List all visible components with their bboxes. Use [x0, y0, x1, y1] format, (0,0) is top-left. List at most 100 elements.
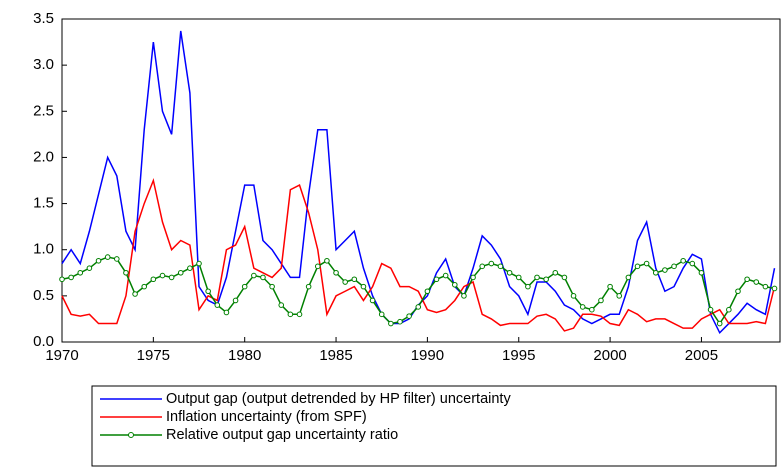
plot-frame [61, 18, 781, 343]
x-tick-label: 1980 [228, 347, 261, 364]
marker [132, 291, 138, 297]
marker [86, 265, 93, 271]
marker [397, 318, 403, 325]
marker [744, 276, 750, 283]
marker [269, 283, 275, 290]
marker [260, 274, 266, 281]
x-tick-label: 2005 [685, 347, 718, 364]
marker [497, 263, 504, 270]
marker [552, 269, 559, 276]
marker [406, 313, 412, 319]
marker [671, 263, 677, 270]
marker [534, 274, 540, 281]
y-tick-label: 2.0 [33, 148, 54, 165]
marker [707, 306, 714, 313]
marker [643, 260, 650, 267]
marker [415, 304, 422, 310]
marker [177, 269, 184, 276]
marker [607, 283, 613, 290]
y-tick-label: 1.5 [33, 195, 54, 212]
marker [141, 283, 148, 290]
marker [716, 320, 723, 327]
marker [634, 263, 641, 270]
marker [771, 285, 778, 292]
marker [570, 293, 577, 299]
marker [579, 304, 586, 310]
marker [351, 276, 358, 283]
marker [589, 306, 595, 313]
marker [159, 272, 166, 279]
marker [433, 276, 440, 283]
marker [104, 254, 111, 260]
marker [598, 297, 604, 304]
marker [77, 269, 84, 276]
x-tick-label: 1975 [137, 347, 170, 364]
x-tick-label: 1990 [411, 347, 444, 364]
marker [241, 283, 248, 290]
marker [735, 288, 741, 295]
marker [662, 267, 668, 273]
y-tick-label: 1.0 [33, 241, 54, 258]
marker [479, 263, 486, 270]
marker [287, 311, 294, 318]
series-line [61, 177, 776, 332]
marker [369, 297, 376, 304]
marker [114, 256, 120, 262]
y-tick-label: 0.0 [33, 333, 54, 350]
marker [59, 276, 65, 283]
y-tick-label: 0.5 [33, 287, 54, 304]
marker [515, 274, 522, 281]
marker [470, 274, 476, 281]
x-tick-label: 2000 [593, 347, 626, 364]
marker [762, 283, 769, 290]
marker [232, 297, 239, 304]
marker [506, 269, 513, 276]
marker [342, 279, 348, 285]
marker [123, 269, 129, 276]
marker [680, 257, 686, 264]
x-tick-label: 1970 [45, 347, 78, 364]
x-tick-label: 1985 [319, 347, 352, 364]
marker [95, 257, 102, 264]
marker [424, 288, 431, 295]
marker [625, 274, 632, 281]
marker [461, 293, 467, 299]
marker [278, 302, 285, 308]
marker [689, 260, 696, 267]
y-tick-label: 2.5 [33, 102, 54, 119]
marker [753, 279, 760, 285]
marker [333, 269, 339, 276]
marker [652, 269, 659, 276]
series-line [61, 30, 776, 335]
marker [388, 320, 394, 327]
marker [698, 269, 705, 276]
marker [150, 276, 157, 283]
legend-label: Inflation uncertainty (from SPF) [166, 409, 367, 425]
y-tick-label: 3.5 [33, 10, 54, 27]
marker [616, 293, 623, 299]
legend-box [91, 385, 777, 467]
marker [726, 306, 732, 313]
marker [324, 257, 330, 264]
marker [168, 274, 175, 281]
marker [223, 309, 230, 316]
marker [68, 274, 74, 281]
marker [305, 283, 312, 290]
marker [214, 302, 221, 308]
x-tick-label: 1995 [502, 347, 535, 364]
legend-marker [128, 432, 134, 438]
marker [205, 288, 211, 295]
marker [442, 272, 449, 279]
legend-label: Output gap (output detrended by HP filte… [166, 391, 511, 407]
marker [187, 265, 193, 271]
marker [314, 263, 321, 270]
y-tick-label: 3.0 [33, 56, 54, 73]
marker [561, 274, 568, 281]
legend-label: Relative output gap uncertainty ratio [166, 427, 398, 443]
marker [296, 311, 303, 318]
marker [525, 283, 531, 290]
marker [488, 260, 495, 267]
marker [360, 283, 367, 290]
marker [251, 272, 257, 279]
